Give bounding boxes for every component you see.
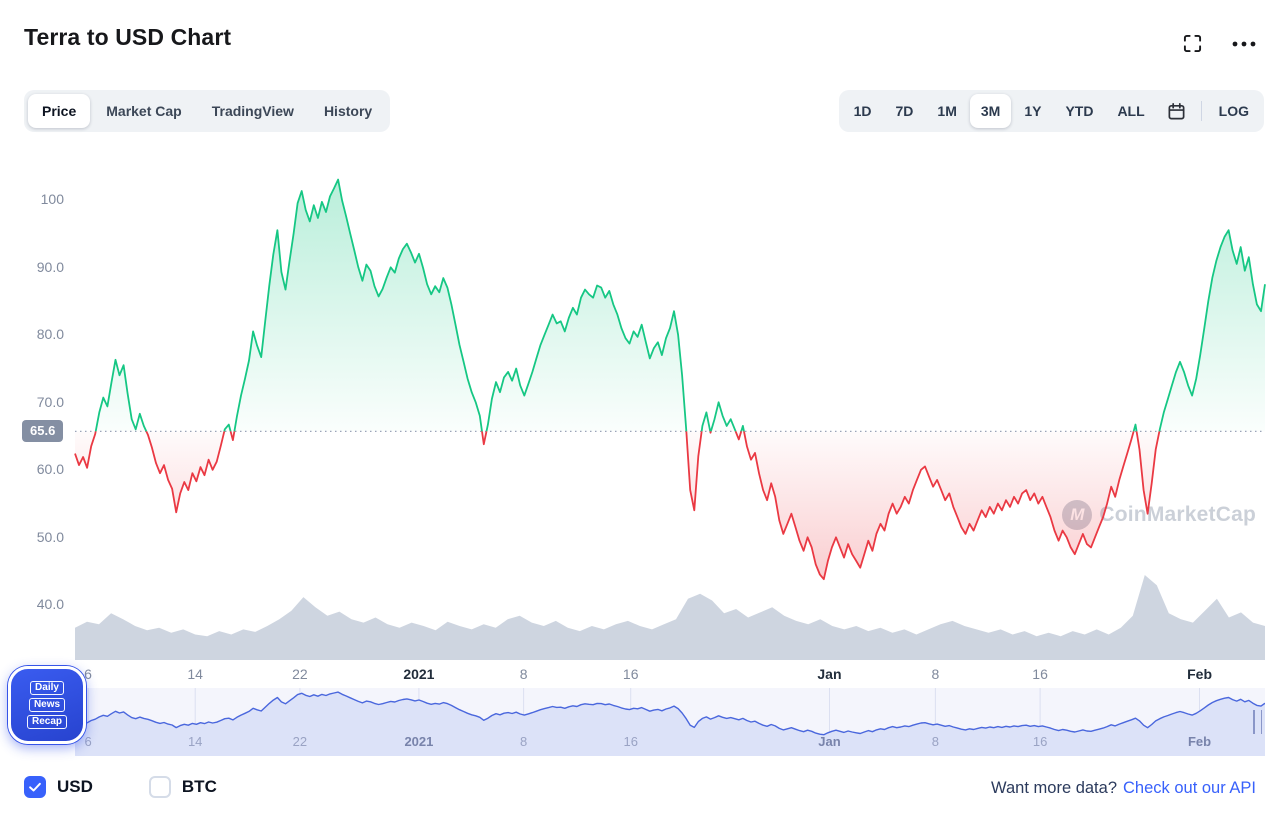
y-axis-label: 60.0 [36, 461, 64, 478]
range-1d[interactable]: 1D [843, 94, 883, 128]
news-badge-line: News [28, 698, 66, 712]
y-axis-label: 90.0 [36, 258, 64, 275]
api-link[interactable]: Check out our API [1123, 779, 1256, 797]
usd-checkbox[interactable] [24, 776, 46, 798]
daily-news-recap-badge[interactable]: Daily News Recap [8, 666, 86, 744]
x-axis-label: 22 [292, 666, 308, 682]
x-axis-label: 16 [1032, 666, 1048, 682]
tab-history[interactable]: History [310, 94, 386, 128]
range-all[interactable]: ALL [1106, 94, 1155, 128]
usd-label: USD [57, 777, 93, 796]
btc-label: BTC [181, 777, 217, 796]
x-axis-label: 16 [622, 666, 639, 682]
current-price-badge: 65.6 [22, 420, 64, 443]
news-badge-line: Daily [30, 681, 64, 695]
range-3m[interactable]: 3M [969, 94, 1012, 128]
divider [1200, 101, 1202, 121]
btc-toggle[interactable]: BTC [148, 776, 217, 798]
log-scale-button[interactable]: LOG [1208, 94, 1260, 128]
chart-navigator[interactable]: 6 14 22 2021 8 16 Jan 8 16 Feb [75, 688, 1265, 756]
calendar-icon[interactable] [1158, 96, 1195, 127]
range-1m[interactable]: 1M [926, 94, 967, 128]
more-options-icon[interactable] [1230, 39, 1258, 49]
watermark-text: CoinMarketCap [1099, 503, 1256, 526]
usd-toggle[interactable]: USD [24, 776, 93, 798]
api-cta: Want more data? Check out our API [991, 779, 1256, 798]
x-axis-label: 14 [187, 666, 203, 682]
tab-price[interactable]: Price [28, 94, 91, 128]
api-cta-text: Want more data? [991, 779, 1117, 797]
x-axis-label: 8 [519, 666, 528, 682]
chart-toolbar: Price Market Cap TradingView History 1D 7D 1M… [24, 90, 1264, 132]
x-axis-label: Jan [817, 666, 842, 682]
header-actions [1181, 32, 1258, 55]
range-ytd[interactable]: YTD [1054, 94, 1104, 128]
y-axis-label: 40.0 [36, 596, 64, 613]
navigator-handle-icon[interactable] [1253, 710, 1262, 734]
range-7d[interactable]: 7D [885, 94, 925, 128]
currency-legend: USD BTC [24, 776, 217, 798]
navigator-chart[interactable] [75, 688, 1265, 756]
fullscreen-icon[interactable] [1181, 32, 1204, 55]
x-axis-label: 8 [931, 666, 940, 682]
time-range-selector: 1D 7D 1M 3M 1Y YTD ALL LOG [838, 90, 1264, 132]
y-axis-label: 80.0 [36, 326, 64, 343]
tab-market-cap[interactable]: Market Cap [92, 94, 195, 128]
tab-tradingview[interactable]: TradingView [198, 94, 308, 128]
y-axis-label: 100 [40, 191, 64, 208]
price-chart[interactable] [74, 160, 1266, 662]
news-badge-line: Recap [26, 715, 67, 729]
btc-checkbox[interactable] [148, 776, 171, 798]
page-title: Terra to USD Chart [24, 24, 232, 50]
y-axis-label: 70.0 [36, 393, 64, 410]
range-1y[interactable]: 1Y [1013, 94, 1052, 128]
x-axis-label: 6 [84, 666, 92, 682]
x-axis-label: Feb [1187, 666, 1212, 682]
x-axis-label: 2021 [403, 666, 435, 682]
y-axis-label: 50.0 [36, 528, 64, 545]
chart-type-tabs: Price Market Cap TradingView History [24, 90, 391, 132]
